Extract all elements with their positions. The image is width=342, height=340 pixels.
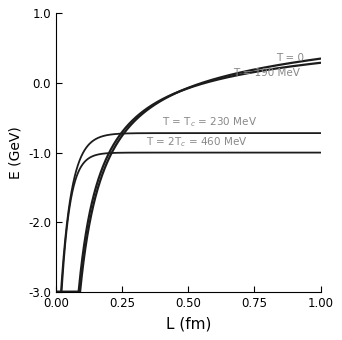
X-axis label: L (fm): L (fm) bbox=[166, 317, 211, 332]
Text: T = 0: T = 0 bbox=[276, 53, 304, 63]
Text: T = 2T$_c$ = 460 MeV: T = 2T$_c$ = 460 MeV bbox=[146, 135, 248, 149]
Text: T = 190 MeV: T = 190 MeV bbox=[233, 68, 300, 78]
Text: T = T$_c$ = 230 MeV: T = T$_c$ = 230 MeV bbox=[162, 115, 257, 129]
Y-axis label: E (GeV): E (GeV) bbox=[8, 126, 22, 179]
